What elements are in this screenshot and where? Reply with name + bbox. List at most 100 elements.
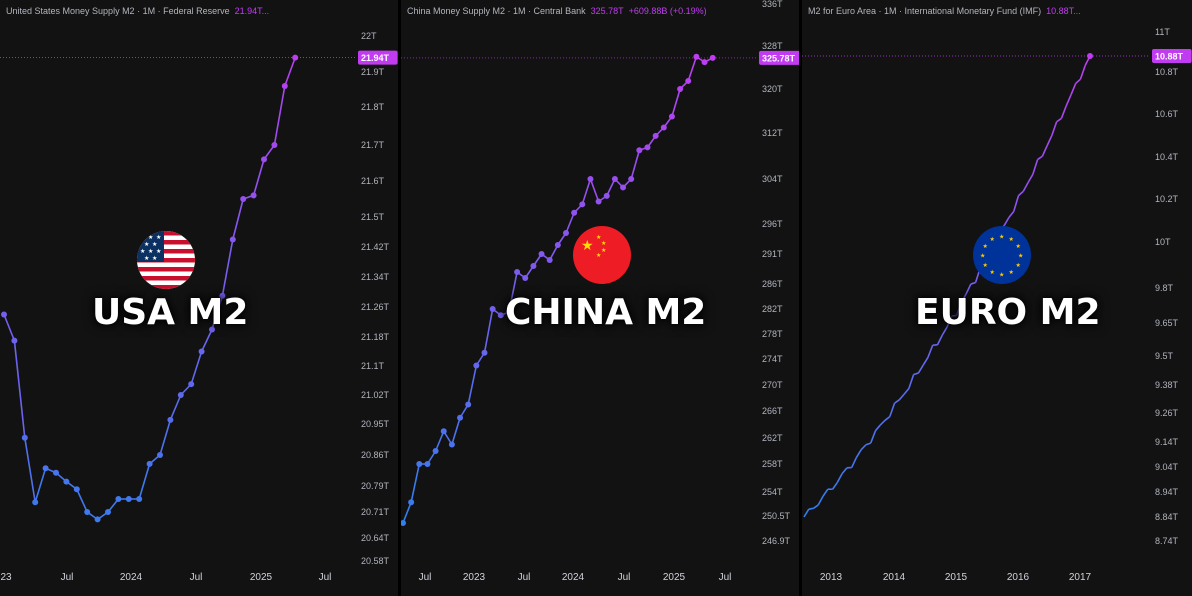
data-point [660, 124, 667, 131]
y-tick-label: 21.6T [361, 176, 385, 186]
data-point [563, 230, 569, 236]
y-tick-label: 278T [762, 329, 783, 339]
usa-chart-title: United States Money Supply M2 · 1M · Fed… [6, 6, 230, 16]
y-tick-label: 20.95T [361, 419, 390, 429]
series-line-segment [169, 394, 182, 421]
series-line-segment [850, 457, 858, 468]
series-line-segment [946, 315, 953, 328]
data-point [167, 416, 174, 423]
series-line-segment [1008, 210, 1015, 218]
series-line-segment [855, 449, 862, 458]
svg-text:★: ★ [999, 272, 1004, 279]
usa-m2-chart[interactable]: 22T 21.9T 21.8T 21.7T 21.6T 21.5T 21.42T 21.34T… [0, 0, 398, 596]
y-tick-label: 10.6T [1155, 109, 1179, 119]
y-tick-label: 9.14T [1155, 437, 1179, 447]
data-point [709, 54, 716, 61]
last-value-label: 10.88T [1155, 52, 1184, 62]
usa-flag-icon: ★ ★ ★ ★ ★ ★ ★ ★ ★ ★ [137, 231, 195, 289]
usa-m2-title: USA M2 [92, 292, 249, 333]
data-point [620, 184, 627, 191]
data-point [603, 192, 610, 199]
data-point [115, 496, 122, 502]
y-tick-label: 258T [762, 459, 783, 469]
series-line-segment [1017, 190, 1024, 197]
series-line-segment [589, 178, 600, 202]
svg-text:★: ★ [983, 243, 988, 250]
x-tick-label: Jul [61, 572, 74, 583]
svg-text:★: ★ [156, 248, 161, 255]
x-tick-label: Jul [190, 572, 203, 583]
series-line-segment [1012, 195, 1020, 212]
last-data-point [1087, 53, 1093, 59]
data-point [432, 448, 439, 454]
euro-current-value: 10.88T... [1046, 6, 1081, 16]
china-chart-title: China Money Supply M2 · 1M · Central Ban… [407, 6, 586, 16]
series-line-segment [606, 178, 616, 197]
y-tick-label: 296T [762, 219, 783, 229]
last-value-badge [1152, 49, 1192, 63]
y-tick-label: 304T [762, 174, 783, 184]
series-line-segment [76, 488, 88, 513]
china-current-value: 325.78T [590, 6, 624, 16]
x-tick-label: Jul [518, 572, 531, 583]
data-point [473, 362, 480, 369]
data-point [240, 196, 247, 202]
x-tick-label: 2023 [463, 572, 486, 583]
data-point [644, 144, 651, 151]
series-line-segment [1065, 94, 1072, 107]
series-line-segment [913, 372, 919, 376]
data-point [157, 452, 163, 458]
data-point [440, 428, 447, 435]
svg-text:★: ★ [1016, 262, 1021, 269]
series-line-segment [965, 283, 972, 295]
euro-chart-title: M2 for Euro Area · 1M · International Mo… [808, 6, 1042, 16]
series-line-segment [955, 302, 963, 316]
data-point [292, 54, 299, 61]
data-point [522, 275, 529, 281]
data-point [693, 53, 700, 60]
data-point [538, 251, 545, 257]
series-line-segment [221, 239, 234, 296]
y-tick-label: 286T [762, 279, 783, 289]
series-line-segment [190, 351, 203, 385]
y-tick-label: 10.2T [1155, 194, 1179, 204]
data-point [587, 176, 594, 182]
svg-text:★: ★ [144, 255, 149, 262]
panel-divider [799, 0, 802, 596]
y-tick-label: 250.5T [762, 511, 791, 521]
series-line-segment [467, 365, 478, 405]
series-line-segment [803, 508, 810, 518]
y-tick-label: 320T [762, 84, 783, 94]
series-line-segment [13, 340, 26, 438]
series-line-segment [860, 444, 867, 451]
data-point [11, 337, 18, 344]
y-tick-label: 254T [762, 487, 783, 497]
data-point [465, 401, 472, 408]
svg-text:★: ★ [1009, 236, 1014, 243]
data-point [595, 198, 602, 205]
china-m2-chart[interactable]: 336T 328T 320T 312T 304T 296T 291T 286T 282T 278T… [401, 0, 799, 596]
china-m2-title: CHINA M2 [505, 292, 707, 333]
euro-m2-panel: M2 for Euro Area · 1M · International Mo… [802, 0, 1192, 596]
data-point [489, 306, 496, 312]
data-point [546, 257, 553, 263]
euro-m2-title: EURO M2 [915, 292, 1101, 333]
usa-current-value: 21.94T... [234, 6, 270, 16]
data-point [652, 132, 659, 139]
y-tick-label: 262T [762, 433, 783, 443]
y-tick-label: 10.4T [1155, 152, 1179, 162]
svg-text:★: ★ [601, 247, 606, 254]
y-tick-label: 11T [1155, 27, 1170, 37]
last-value-label: 21.94T [361, 53, 390, 63]
series-line-segment [1037, 155, 1043, 161]
euro-m2-chart[interactable]: 11T 10.8T 10.6T 10.4T 10.2T 10T 9.8T 9.65T 9.5T 9… [802, 0, 1192, 596]
series-line-segment [808, 507, 814, 510]
data-point [261, 156, 267, 163]
y-tick-label: 22T [361, 31, 377, 41]
svg-text:★: ★ [601, 240, 606, 247]
series-line-segment [581, 178, 592, 205]
y-tick-label: 10T [1155, 237, 1171, 247]
svg-text:★: ★ [1009, 269, 1014, 276]
series-line-segment [822, 488, 829, 497]
last-value-badge [759, 50, 799, 65]
